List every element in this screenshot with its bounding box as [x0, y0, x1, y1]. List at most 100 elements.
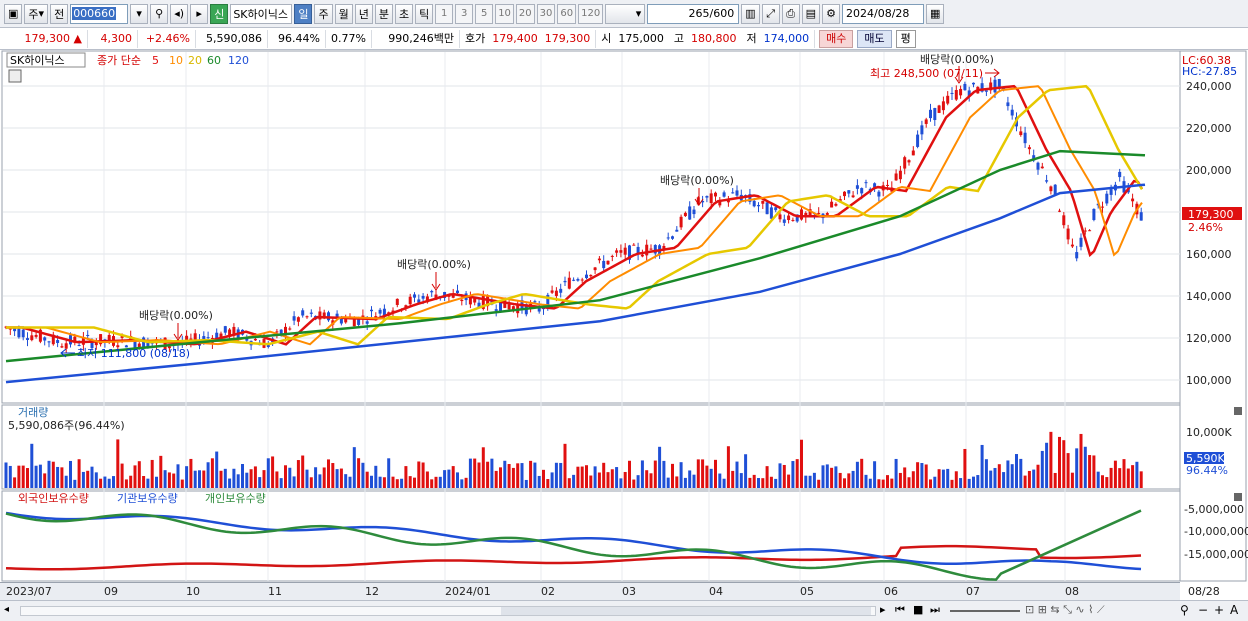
interval-5-label: 5	[481, 8, 488, 19]
code-dropdown-icon[interactable]: ▾	[130, 3, 149, 24]
volume-bar	[206, 462, 210, 488]
zoom-slider[interactable]	[950, 610, 1020, 612]
volume-bar	[722, 478, 726, 488]
volume-bar	[817, 479, 821, 488]
font-size-icon[interactable]: A	[1230, 603, 1239, 617]
zoom-in-icon[interactable]: +	[1214, 603, 1225, 617]
tab-month[interactable]: 월	[334, 3, 353, 24]
speaker-icon[interactable]: ◂)	[170, 3, 189, 24]
candle-body	[481, 294, 485, 309]
volume-bar	[486, 461, 490, 488]
tab-week[interactable]: 주	[314, 3, 333, 24]
holdings-close-icon[interactable]	[1234, 493, 1242, 501]
interval-10[interactable]: 10	[495, 3, 514, 24]
window-icon[interactable]: ▣	[4, 3, 23, 24]
volume-bar	[602, 462, 606, 488]
volume-bar	[825, 464, 829, 488]
zoom-out-icon[interactable]: −	[1198, 603, 1209, 617]
ma-60-line	[5, 149, 1146, 363]
volume-bar	[791, 461, 795, 488]
interval-5[interactable]: 5	[475, 3, 494, 24]
volume-bar	[1002, 472, 1006, 488]
interval-dropdown[interactable]: ▾	[605, 3, 646, 24]
count-input[interactable]: 265/600	[647, 3, 740, 24]
holdings-institution-label: 기관보유수량	[117, 492, 178, 505]
volume-bar	[1126, 468, 1130, 488]
candle-body	[223, 326, 227, 333]
interval-20[interactable]: 20	[515, 3, 535, 24]
tab-day[interactable]: 일	[294, 3, 313, 24]
candle-body	[425, 296, 429, 303]
candle-body	[1023, 132, 1027, 144]
prev-button[interactable]: 전	[50, 3, 69, 24]
tab-year[interactable]: 년	[354, 3, 373, 24]
print-icon[interactable]: ⎙	[781, 3, 800, 24]
sell-button[interactable]: 매도	[857, 29, 892, 48]
volume-bar	[1032, 469, 1036, 488]
candle-body	[705, 196, 709, 198]
volume-bar	[1131, 465, 1135, 488]
interval-30[interactable]: 30	[536, 3, 556, 24]
tab-tick[interactable]: 틱	[415, 3, 434, 24]
scroll-right-icon[interactable]: ▸	[880, 603, 886, 616]
interval-120[interactable]: 120	[578, 3, 604, 24]
volume-tag-pct: 96.44%	[1186, 464, 1228, 477]
last-page-icon[interactable]: ⏭	[930, 603, 940, 616]
volume-bar	[726, 446, 730, 488]
tab-second[interactable]: 초	[394, 3, 414, 24]
dividend-arrow-4	[954, 66, 964, 84]
volume-bar	[400, 478, 404, 488]
stock-code-input[interactable]: 000660	[70, 3, 129, 24]
volume-bar	[851, 470, 855, 488]
holdings-panel	[1, 490, 1181, 582]
scroll-thumb[interactable]	[501, 607, 871, 615]
chart-type-icon[interactable]: ▥	[741, 3, 760, 24]
count-total: /600	[709, 7, 735, 20]
period-type-select[interactable]: 주 ▾	[24, 3, 49, 24]
table-icon[interactable]	[8, 69, 22, 83]
horizontal-scrollbar[interactable]	[20, 606, 876, 616]
buy-button[interactable]: 매수	[819, 29, 854, 48]
first-page-icon[interactable]: ⏮	[895, 603, 905, 616]
settings-icon[interactable]: ⚙	[822, 3, 841, 24]
date-input[interactable]: 2024/08/28	[842, 3, 925, 24]
zoom-search-icon[interactable]: ⚲	[1180, 603, 1189, 617]
candle-body	[941, 101, 945, 111]
volume-bar	[133, 465, 137, 488]
interval-60[interactable]: 60	[557, 3, 577, 24]
save-icon[interactable]: ▤	[801, 3, 821, 24]
candle-body	[765, 202, 769, 215]
volume-bar	[855, 461, 859, 488]
candle-body	[640, 254, 644, 257]
x-tick-12: 07	[966, 585, 980, 598]
volume-bar	[335, 469, 339, 488]
interval-1[interactable]: 1	[435, 3, 454, 24]
trade-value: 990,246백만	[372, 29, 460, 48]
volume-bar	[593, 466, 597, 488]
scroll-left-icon[interactable]: ◂	[4, 604, 10, 615]
volume-close-icon[interactable]	[1234, 407, 1242, 415]
candle-body	[714, 192, 717, 197]
volume-bar	[107, 478, 111, 488]
volume-bar	[21, 465, 25, 488]
candle-body	[499, 302, 502, 312]
volume-bar	[1105, 477, 1109, 488]
stock-chart[interactable]: 240,000220,000200,000180,000160,000140,0…	[0, 50, 1248, 600]
search-icon[interactable]: ⚲	[150, 3, 169, 24]
stop-icon[interactable]: ■	[913, 603, 924, 616]
x-tick-6: 2024/01	[445, 585, 491, 598]
avg-button[interactable]: 평	[895, 29, 916, 48]
zoom-tools-icon[interactable]: ⊡ ⊞ ⇆ ⤡ ∿ ⌇ ⟋	[1025, 603, 1105, 616]
volume-bar	[1135, 461, 1139, 488]
volume-bar	[1036, 464, 1040, 488]
candle-body	[924, 119, 928, 124]
volume-bar	[137, 461, 141, 488]
interval-3[interactable]: 3	[455, 3, 474, 24]
draw-tool-icon[interactable]: ⤢	[761, 3, 780, 24]
candle-body	[378, 309, 382, 314]
candle-body	[215, 332, 219, 341]
scroll-arrow-icon[interactable]: ▸	[190, 3, 209, 24]
calendar-icon[interactable]: ▦	[926, 3, 945, 24]
tab-year-label: 년	[358, 7, 369, 21]
tab-minute[interactable]: 분	[374, 3, 393, 24]
